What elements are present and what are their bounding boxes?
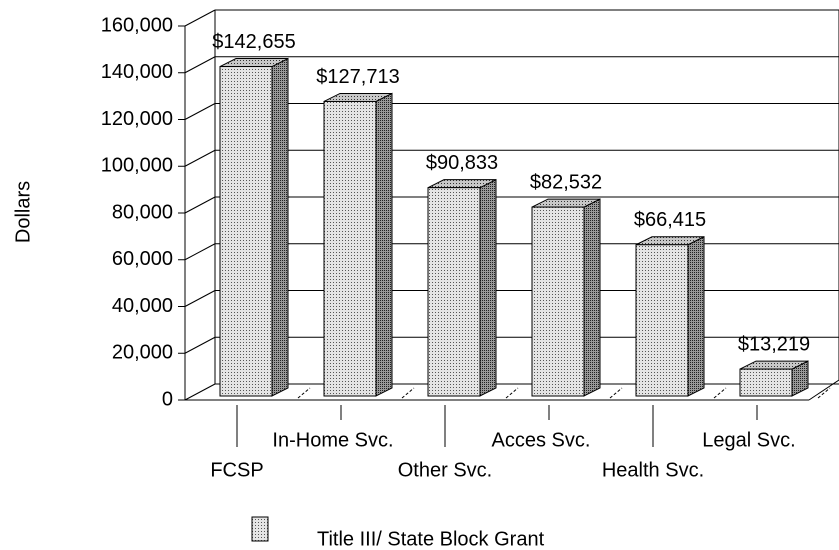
grid-line xyxy=(184,196,216,214)
floor-dash xyxy=(817,387,831,399)
legend-swatch xyxy=(251,516,269,542)
floor-dash xyxy=(401,387,415,399)
y-axis-label: Dollars xyxy=(12,181,34,243)
bar-side xyxy=(271,57,289,397)
floor-dash xyxy=(297,387,311,399)
bar xyxy=(531,206,585,397)
floor-dash xyxy=(505,387,519,399)
bar xyxy=(739,368,793,397)
y-tick-label: 20,000 xyxy=(112,342,173,364)
data-label: $82,532 xyxy=(530,171,602,193)
x-tick-label: Acces Svc. xyxy=(492,429,591,451)
x-tick-label: Health Svc. xyxy=(602,459,704,481)
floor-dash xyxy=(609,387,623,399)
grid-line xyxy=(184,103,216,120)
y-tick-label: 120,000 xyxy=(101,108,173,130)
bar xyxy=(427,187,481,397)
grid-line xyxy=(184,9,216,27)
legend-label: Title III/ State Block Grant xyxy=(317,528,545,550)
y-tick-label: 160,000 xyxy=(101,14,173,36)
y-tick-label: 60,000 xyxy=(112,248,173,270)
grid-line xyxy=(184,56,216,74)
bar xyxy=(635,244,689,397)
grid-line xyxy=(184,243,216,261)
y-tick-label: 140,000 xyxy=(101,61,173,83)
y-tick-label: 80,000 xyxy=(112,201,173,223)
grid-line xyxy=(184,383,216,401)
floor-right xyxy=(808,379,839,401)
data-label: $13,219 xyxy=(738,333,810,355)
grid-line xyxy=(184,336,216,354)
bar-side xyxy=(583,198,601,397)
y-tick-label: 40,000 xyxy=(112,295,173,317)
x-tick-label: FCSP xyxy=(210,459,263,481)
grid-line xyxy=(184,290,216,307)
bar xyxy=(219,66,273,397)
floor-dash xyxy=(713,387,727,399)
grid-line xyxy=(184,149,216,167)
data-label: $142,655 xyxy=(212,31,295,53)
bar-side xyxy=(479,178,497,397)
y-tick-label: 0 xyxy=(162,388,173,410)
x-tick-label: Legal Svc. xyxy=(702,429,795,451)
y-tick-label: 100,000 xyxy=(101,155,173,177)
data-label: $127,713 xyxy=(316,66,399,88)
x-tick-label: In-Home Svc. xyxy=(272,429,393,451)
bar xyxy=(323,100,377,397)
bar-side xyxy=(687,235,705,397)
data-label: $66,415 xyxy=(634,209,706,231)
x-tick-label: Other Svc. xyxy=(398,459,492,481)
bar-side xyxy=(375,92,393,397)
data-label: $90,833 xyxy=(426,152,498,174)
